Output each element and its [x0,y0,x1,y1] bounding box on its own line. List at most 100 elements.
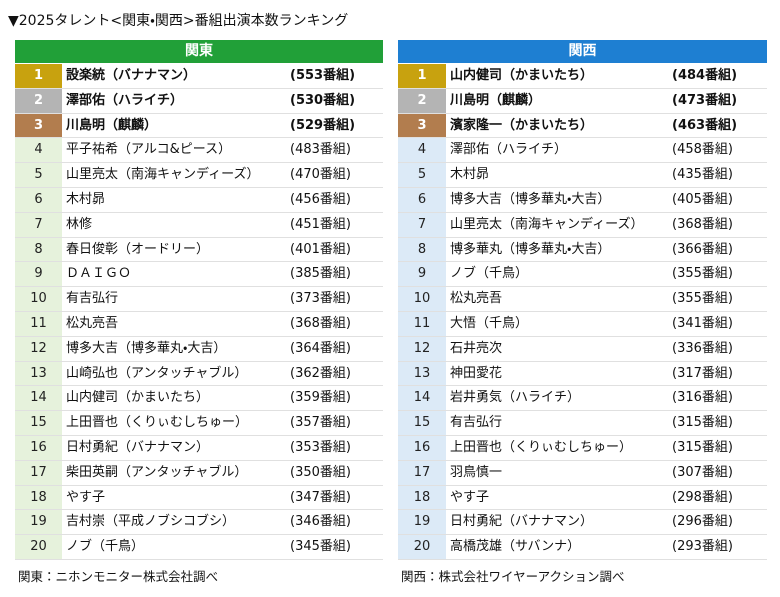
rank-cell: 14 [398,386,446,412]
count-cell: (364番組) [290,337,383,362]
name-cell: 平子祐希（アルコ&ピース） [62,138,290,164]
count-cell: (362番組) [290,362,383,387]
count-cell: (341番組) [672,312,767,337]
name-cell: 山里亮太（南海キャンディーズ） [62,163,290,188]
count-cell: (529番組) [290,114,383,139]
count-cell: (553番組) [290,64,383,89]
count-cell: (405番組) [672,188,767,213]
name-cell: 設楽統（バナナマン） [62,64,290,89]
count-cell: (470番組) [290,163,383,188]
count-cell: (401番組) [290,238,383,263]
count-cell: (315番組) [672,436,767,461]
name-cell: 有吉弘行 [62,287,290,312]
rank-cell: 11 [15,312,62,337]
rank-cell: 5 [398,163,446,188]
rank-cell: 20 [398,535,446,560]
rank-cell: 18 [398,485,446,511]
rank-cell: 7 [398,212,446,238]
name-cell: 林修 [62,213,290,238]
count-cell: (346番組) [290,510,383,536]
count-cell: (336番組) [672,337,767,362]
rank-cell: 17 [15,460,62,486]
name-cell: 春日俊彰（オードリー） [62,238,290,263]
name-cell: 石井亮次 [446,337,672,362]
rank-cell: 3 [398,113,446,139]
rank-cell: 10 [398,287,446,312]
rank-cell: 1 [15,64,62,89]
count-cell: (463番組) [672,114,767,139]
name-cell: 吉村崇（平成ノブシコブシ） [62,510,290,536]
count-cell: (355番組) [672,262,767,288]
count-cell: (458番組) [672,138,767,164]
rank-cell: 6 [15,188,62,213]
name-cell: 博多大吉（博多華丸・大吉） [62,337,290,362]
name-cell: 博多大吉（博多華丸・大吉） [446,188,672,213]
count-cell: (345番組) [290,535,383,560]
count-cell: (316番組) [672,386,767,412]
name-cell: 山崎弘也（アンタッチャブル） [62,362,290,387]
rank-cell: 1 [398,64,446,89]
count-cell: (368番組) [290,312,383,337]
count-cell: (307番組) [672,461,767,486]
name-cell: 川島明（麒麟） [446,89,672,114]
count-cell: (298番組) [672,486,767,511]
rank-cell: 5 [15,163,62,188]
count-cell: (350番組) [290,461,383,486]
name-cell: 羽鳥慎一 [446,461,672,486]
name-cell: 上田晋也（くりぃむしちゅー） [62,411,290,436]
rank-cell: 2 [15,88,62,114]
name-cell: 濱家隆一（かまいたち） [446,114,672,139]
count-cell: (296番組) [672,510,767,536]
rank-cell: 13 [398,361,446,387]
count-cell: (385番組) [290,262,383,288]
count-cell: (484番組) [672,64,767,89]
count-cell: (530番組) [290,89,383,114]
name-cell: 木村昴 [446,163,672,188]
count-cell: (317番組) [672,362,767,387]
source-note: 関東：ニホンモニター株式会社調べ [18,569,219,584]
name-cell: 山内健司（かまいたち） [446,64,672,89]
name-cell: やす子 [446,486,672,511]
count-cell: (473番組) [672,89,767,114]
name-cell: 有吉弘行 [446,411,672,436]
rank-cell: 19 [15,510,62,536]
rank-cell: 3 [15,113,62,139]
count-cell: (315番組) [672,411,767,436]
count-cell: (451番組) [290,213,383,238]
rank-cell: 7 [15,212,62,238]
name-cell: 日村勇紀（バナナマン） [446,510,672,536]
name-cell: 柴田英嗣（アンタッチャブル） [62,461,290,486]
rank-cell: 19 [398,510,446,536]
table-header: 関東 [15,40,383,63]
rank-cell: 4 [15,138,62,164]
count-cell: (347番組) [290,486,383,511]
page-title: ▼2025タレント<関東・関西>番組出演本数ランキング [8,13,349,29]
count-cell: (355番組) [672,287,767,312]
name-cell: 川島明（麒麟） [62,114,290,139]
name-cell: 山里亮太（南海キャンディーズ） [446,213,672,238]
name-cell: やす子 [62,486,290,511]
name-cell: ノブ（千鳥） [446,262,672,288]
rank-cell: 10 [15,287,62,312]
rank-cell: 16 [398,436,446,461]
count-cell: (456番組) [290,188,383,213]
count-cell: (359番組) [290,386,383,412]
name-cell: 日村勇紀（バナナマン） [62,436,290,461]
name-cell: 神田愛花 [446,362,672,387]
rank-cell: 11 [398,312,446,337]
rank-cell: 13 [15,361,62,387]
name-cell: ＤＡＩＧＯ [62,262,290,288]
count-cell: (483番組) [290,138,383,164]
rank-cell: 2 [398,88,446,114]
name-cell: 高橋茂雄（サバンナ） [446,535,672,560]
count-cell: (357番組) [290,411,383,436]
count-cell: (373番組) [290,287,383,312]
rank-cell: 8 [398,237,446,263]
rank-cell: 17 [398,460,446,486]
rank-cell: 9 [398,262,446,288]
rank-cell: 12 [398,336,446,362]
name-cell: 上田晋也（くりぃむしちゅー） [446,436,672,461]
rank-cell: 9 [15,262,62,288]
